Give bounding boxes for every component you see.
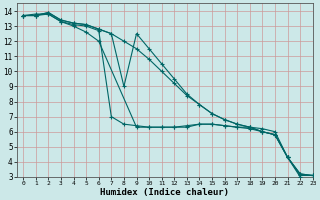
X-axis label: Humidex (Indice chaleur): Humidex (Indice chaleur) [100,188,229,197]
